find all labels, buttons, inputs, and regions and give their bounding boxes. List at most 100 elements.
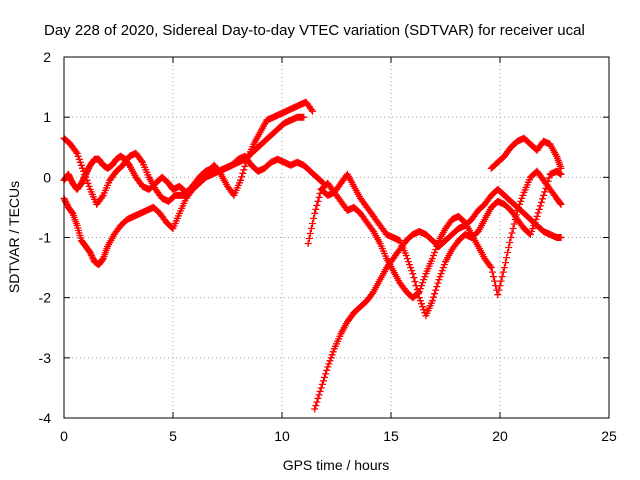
data-point (537, 198, 545, 206)
data-point (313, 398, 321, 406)
data-point (305, 235, 313, 242)
data-point (67, 176, 75, 184)
data-point (326, 357, 334, 365)
y-tick-label: 1 (43, 109, 51, 125)
data-point (309, 107, 316, 115)
data-point (432, 246, 440, 253)
data-point (318, 380, 326, 388)
data-point (431, 249, 439, 256)
data-point (434, 240, 442, 247)
data-point (420, 306, 428, 314)
data-point (84, 166, 92, 174)
data-point (85, 164, 93, 172)
data-point (412, 282, 420, 290)
data-point (541, 188, 549, 196)
data-point (313, 201, 321, 209)
data-point (300, 113, 308, 121)
data-point (402, 252, 410, 259)
data-point (79, 176, 87, 184)
data-point (545, 174, 553, 182)
data-point (408, 267, 416, 275)
data-point (433, 283, 441, 291)
data-point (77, 161, 85, 169)
data-point (500, 264, 508, 272)
data-point (428, 255, 436, 263)
data-point (436, 273, 444, 281)
data-point (534, 209, 542, 217)
data-point (307, 106, 315, 114)
data-point (315, 193, 323, 201)
y-tick-labels: -4 -3 -2 -1 0 1 2 (39, 49, 52, 426)
data-point (510, 220, 518, 228)
data-point (414, 290, 422, 298)
data-point (509, 225, 517, 232)
data-point (439, 264, 447, 272)
x-tick-label: 5 (169, 428, 177, 444)
data-point (430, 252, 437, 259)
data-point (435, 276, 443, 284)
data-point (506, 239, 514, 246)
x-tick-labels: 0 5 10 15 20 25 (60, 428, 617, 444)
data-point (495, 286, 503, 294)
data-point (430, 293, 437, 301)
y-tick-label: -4 (39, 410, 52, 426)
data-point (67, 175, 74, 183)
data-point (316, 387, 324, 395)
data-point (440, 261, 448, 269)
data-point (137, 157, 145, 165)
y-tick-label: 2 (43, 49, 51, 65)
data-point (62, 197, 69, 205)
data-point (314, 197, 322, 205)
data-point (431, 290, 439, 298)
data-point (416, 297, 424, 305)
y-tick-label: -2 (39, 290, 52, 306)
data-point (314, 394, 322, 402)
y-tick-label: -1 (39, 230, 52, 246)
data-point (311, 405, 319, 413)
data-point (499, 268, 507, 276)
data-point (304, 240, 312, 247)
data-point (317, 384, 325, 392)
data-point (319, 377, 327, 385)
data-point (239, 169, 247, 177)
data-point (532, 216, 540, 223)
data-point (528, 228, 536, 235)
data-point (82, 170, 90, 178)
x-tick-label: 20 (492, 428, 508, 444)
data-point (312, 205, 320, 213)
data-point (416, 285, 424, 293)
data-point (502, 259, 509, 267)
data-point (86, 249, 94, 256)
data-point (324, 363, 332, 371)
data-point (418, 300, 425, 308)
data-point (81, 172, 89, 180)
data-point (323, 366, 331, 374)
data-point (238, 173, 246, 181)
data-point (413, 286, 421, 294)
data-point (428, 297, 436, 305)
data-point (557, 234, 565, 241)
data-point (507, 234, 515, 241)
data-point (83, 167, 91, 175)
data-point (64, 170, 72, 178)
data-point (497, 277, 505, 285)
y-tick-label: -3 (39, 350, 52, 366)
data-point (438, 267, 446, 275)
data-point (513, 206, 521, 214)
y-axis-label: SDTVAR / TECUs (6, 181, 22, 293)
data-point (87, 250, 95, 258)
data-point (536, 202, 544, 210)
data-point (434, 279, 442, 287)
data-point (494, 291, 502, 299)
data-point (85, 182, 93, 190)
data-point (540, 191, 548, 199)
data-point (419, 279, 427, 287)
x-tick-label: 10 (274, 428, 290, 444)
data-point (508, 229, 516, 237)
x-tick-label: 25 (601, 428, 617, 444)
data-point (419, 303, 427, 311)
data-point (329, 348, 337, 356)
x-tick-label: 0 (60, 428, 68, 444)
data-point (488, 268, 496, 276)
